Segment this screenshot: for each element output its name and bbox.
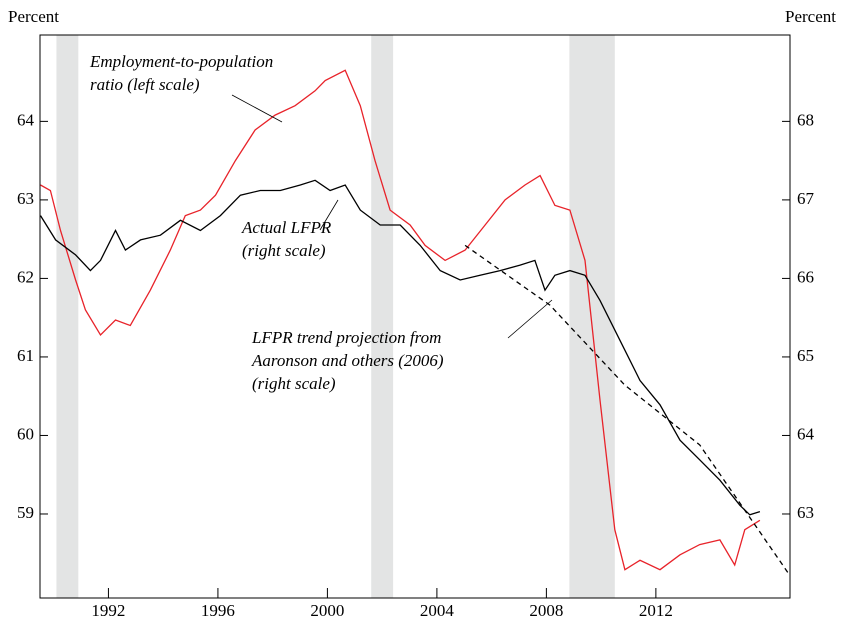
plot-frame [39,34,791,599]
annotation-leader [231,94,283,123]
x-tick-label: 2000 [310,601,344,620]
recession-shade [56,35,79,598]
annotation: Aaronson and others (2006) [251,351,444,370]
series-line [39,179,761,516]
x-tick-label: 1992 [91,601,125,620]
x-tick-label: 2004 [420,601,455,620]
y-tick-label: 62 [17,267,34,286]
annotation: LFPR trend projection from [251,328,441,347]
annotation: Actual LFPR [241,218,332,237]
y-tick-label: 61 [17,346,34,365]
left-axis-label: Percent [8,7,59,26]
y2-tick-label: 67 [797,189,815,208]
series-line [40,69,761,571]
y-tick-label: 64 [17,110,35,129]
y2-tick-label: 66 [797,267,814,286]
y2-tick-label: 63 [797,503,814,522]
y-tick-label: 60 [17,424,34,443]
x-tick-label: 1996 [201,601,235,620]
series-line [464,244,791,576]
y-tick-label: 63 [17,189,34,208]
y2-tick-label: 65 [797,346,814,365]
annotation-leader [507,299,553,339]
recession-shade [569,35,615,598]
y-tick-label: 59 [17,503,34,522]
y2-tick-label: 68 [797,110,814,129]
x-tick-label: 2012 [639,601,673,620]
right-axis-label: Percent [785,7,836,26]
annotation: (right scale) [242,241,326,260]
x-tick-label: 2008 [529,601,563,620]
y2-tick-label: 64 [797,424,815,443]
recession-shade [371,35,394,598]
annotation-leader [319,199,339,231]
annotation: Employment-to-population [89,52,273,71]
annotation: ratio (left scale) [90,75,200,94]
annotation: (right scale) [252,374,336,393]
